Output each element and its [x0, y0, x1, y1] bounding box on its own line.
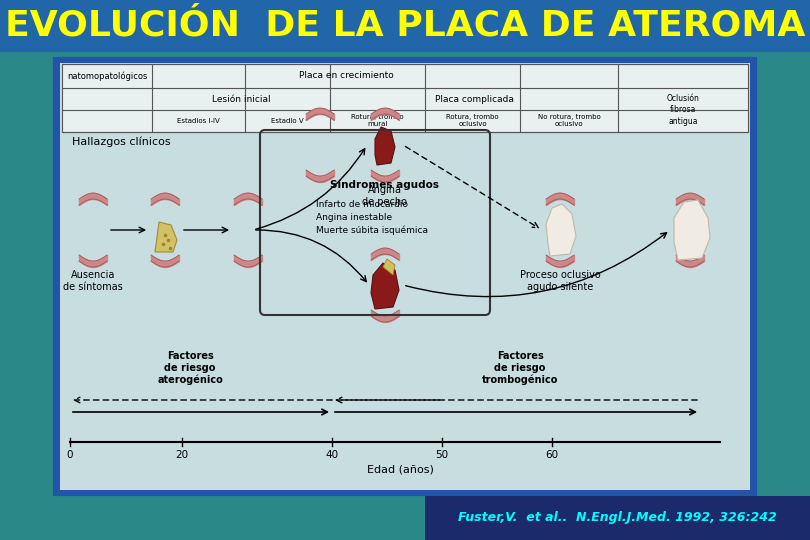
Bar	[62, 64, 748, 132]
Polygon shape	[371, 263, 399, 309]
Text: Placa en crecimiento: Placa en crecimiento	[299, 71, 394, 80]
Text: 40: 40	[326, 450, 339, 460]
Text: EVOLUCIÓN  DE LA PLACA DE ATEROMA: EVOLUCIÓN DE LA PLACA DE ATEROMA	[5, 9, 805, 43]
Polygon shape	[674, 200, 710, 260]
Text: Estadios I-IV: Estadios I-IV	[177, 118, 220, 124]
Text: No rotura, trombo
oclusivo: No rotura, trombo oclusivo	[538, 114, 600, 127]
Text: 60: 60	[545, 450, 559, 460]
Text: Síndromes agudos: Síndromes agudos	[330, 180, 439, 190]
Text: Rotura, trombo
oclusivo: Rotura, trombo oclusivo	[446, 114, 499, 127]
Text: Oclusión
fibrosa
antigua: Oclusión fibrosa antigua	[667, 94, 700, 126]
Text: Placa complicada: Placa complicada	[434, 94, 514, 104]
Text: Fuster,V.  et al..  N.Engl.J.Med. 1992, 326:242: Fuster,V. et al.. N.Engl.J.Med. 1992, 32…	[458, 511, 776, 524]
Text: Hallazgos clínicos: Hallazgos clínicos	[72, 137, 171, 147]
Text: Factores
de riesgo
trombogénico: Factores de riesgo trombogénico	[482, 351, 558, 385]
Polygon shape	[155, 222, 177, 252]
Text: 0: 0	[66, 450, 73, 460]
Bar	[425, 496, 810, 540]
Text: 20: 20	[176, 450, 189, 460]
Text: Lesión inicial: Lesión inicial	[211, 94, 271, 104]
Text: Ausencia
de síntomas: Ausencia de síntomas	[63, 270, 123, 292]
Polygon shape	[375, 127, 395, 165]
Text: natomopatológicos: natomopatológicos	[66, 71, 147, 81]
Text: Estadio V: Estadio V	[271, 118, 304, 124]
Text: Infarto de miocardio
Angina inestable
Muerte súbita isquémica: Infarto de miocardio Angina inestable Mu…	[316, 200, 428, 235]
Text: Rotura, trombo
mural: Rotura, trombo mural	[352, 114, 404, 127]
Text: Angina
de pecho: Angina de pecho	[363, 185, 407, 207]
Bar	[0, 0, 810, 52]
Polygon shape	[383, 259, 395, 275]
Bar	[55, 59, 755, 494]
Text: 50: 50	[436, 450, 449, 460]
Bar	[60, 63, 750, 490]
Polygon shape	[546, 204, 576, 256]
Text: Edad (años): Edad (años)	[367, 464, 433, 474]
Text: Factores
de riesgo
aterogénico: Factores de riesgo aterogénico	[157, 351, 223, 385]
Text: Proceso oclusivo
agudo silente: Proceso oclusivo agudo silente	[520, 270, 600, 292]
